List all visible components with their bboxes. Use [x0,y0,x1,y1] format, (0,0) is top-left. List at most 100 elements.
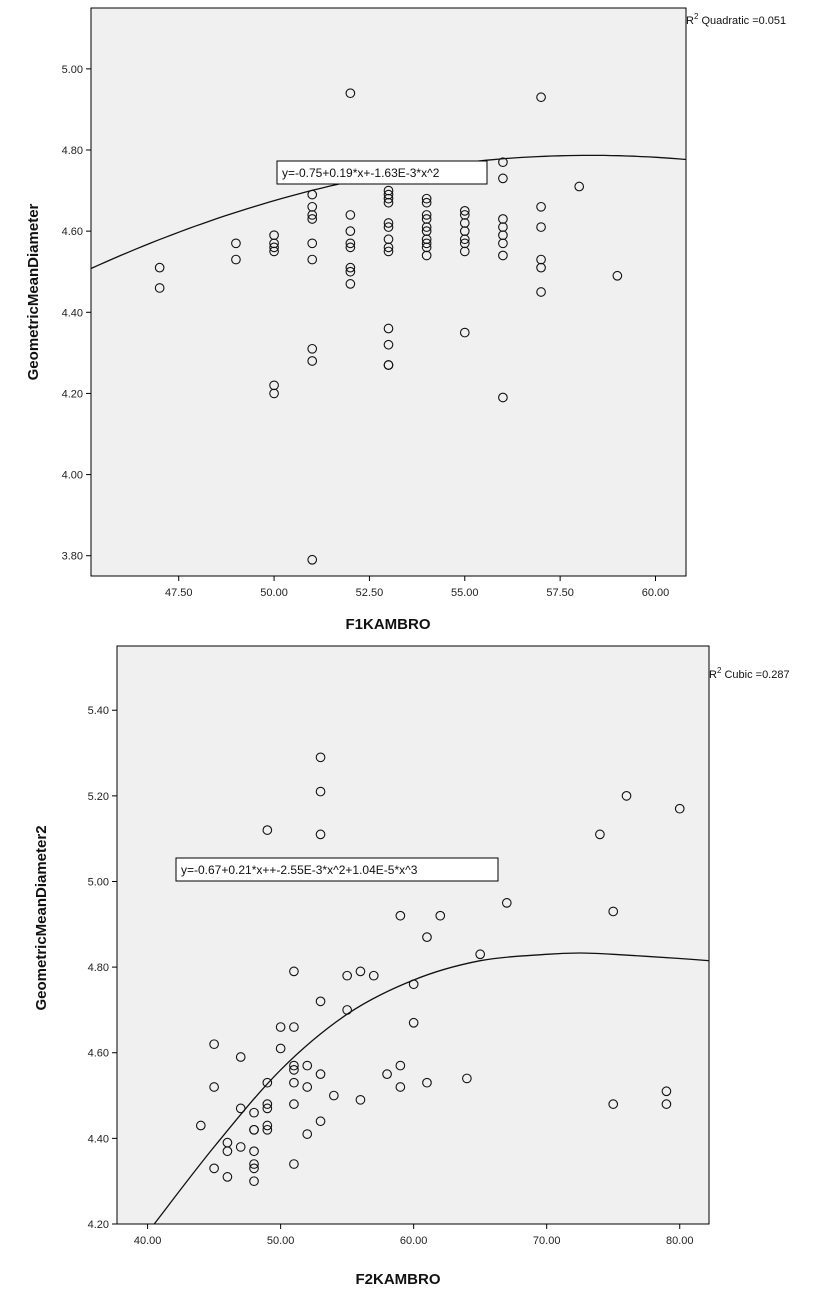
data-point [231,254,241,265]
chart-f2kambro: 4.20 4.40 4.60 4.80 5.00 5.20 5.40 40.00 50.00 6… [33,645,790,1288]
data-point [536,287,546,297]
x-axis: 47.50 50.00 52.50 55.00 57.50 60.00 [165,576,669,599]
equation-box [175,857,499,882]
data-point [275,1022,286,1032]
data-point [661,1086,672,1097]
data-point [475,949,486,960]
data-point [195,1120,206,1131]
y-tick-label: 4.20 [88,1219,109,1231]
data-point [249,1176,259,1187]
data-point [345,262,356,273]
data-point [249,1163,259,1174]
data-point [307,343,318,354]
data-point [235,1142,246,1152]
data-point [249,1159,259,1169]
equation-box [276,160,488,185]
x-tick-label: 80.00 [666,1235,694,1247]
r2-label: R2 Quadratic =0.051 [686,12,786,27]
data-point [608,1099,619,1109]
data-point [383,339,394,350]
x-tick-label: 40.00 [134,1235,162,1247]
data-point [249,1146,259,1157]
data-point [222,1146,233,1157]
data-point [355,966,366,977]
y-axis: 3.80 4.00 4.20 4.40 4.60 4.80 5.00 [62,64,91,563]
data-point [235,1103,246,1114]
data-point [498,238,508,249]
data-point [315,996,326,1007]
data-point [249,1107,259,1118]
data-point [345,242,356,253]
data-point [382,1069,392,1079]
data-point [315,752,326,763]
x-tick-label: 60.00 [642,587,670,599]
data-point [315,1116,326,1127]
data-point [154,283,165,293]
data-point [342,970,352,981]
data-point [262,1124,273,1135]
data-point [383,246,394,257]
data-point [209,1082,219,1092]
chart-f1kambro: 3.80 4.00 4.20 4.40 4.60 4.80 5.00 47.50 50.00 5… [25,7,786,633]
x-tick-label: 70.00 [533,1235,561,1247]
data-point [345,266,356,277]
data-point [383,242,394,253]
x-tick-label: 60.00 [400,1235,428,1247]
data-point [275,1043,286,1054]
data-point [302,1060,313,1071]
data-point [536,201,546,212]
data-point [269,242,279,253]
data-point [222,1172,233,1182]
x-tick-label: 50.00 [267,1235,295,1247]
data-point [674,803,685,814]
data-point [459,234,470,245]
equation-label: y=-0.67+0.21*x++-2.55E-3*x^2+1.04E-5*x^3 [181,863,418,877]
data-point [383,323,394,334]
data-point [608,906,619,917]
data-point [501,898,512,908]
data-point [289,1065,299,1075]
plot-area [90,7,687,577]
data-point [262,1120,273,1131]
data-point [307,238,318,249]
data-point [307,254,318,265]
y-tick-label: 5.00 [88,876,109,888]
data-point [262,825,273,835]
x-axis-label: F1KAMBRO [346,616,431,633]
data-point [395,910,406,921]
data-point [459,206,470,216]
data-point [661,1099,672,1109]
data-point [328,1090,339,1101]
data-point [154,262,165,273]
y-tick-label: 4.80 [62,145,83,157]
data-point [536,222,546,232]
data-point [383,222,394,232]
data-point [302,1129,313,1139]
data-point [383,218,394,228]
data-point [269,246,279,257]
data-point [421,222,432,232]
data-point [302,1082,313,1092]
data-point [315,1069,326,1079]
x-tick-label: 55.00 [451,587,479,599]
data-point [249,1124,259,1135]
y-axis-label: GeometricMeanDiameter [25,203,42,380]
data-point [536,92,546,103]
y-tick-label: 4.40 [62,307,83,319]
x-axis: 40.00 50.00 60.00 70.00 80.00 [134,1224,694,1247]
data-point [269,388,279,399]
data-point [498,250,508,261]
data-point [345,88,356,99]
r2-label: R2 Cubic =0.287 [709,666,790,681]
data-point [262,1103,273,1114]
y-tick-label: 5.40 [88,705,109,717]
data-point [383,193,394,204]
data-point [307,210,318,220]
data-point [435,910,446,921]
data-point [307,554,318,565]
data-point [421,193,432,204]
data-point [459,246,470,257]
data-point [235,1052,246,1062]
data-point [422,932,432,942]
data-point [345,226,356,236]
